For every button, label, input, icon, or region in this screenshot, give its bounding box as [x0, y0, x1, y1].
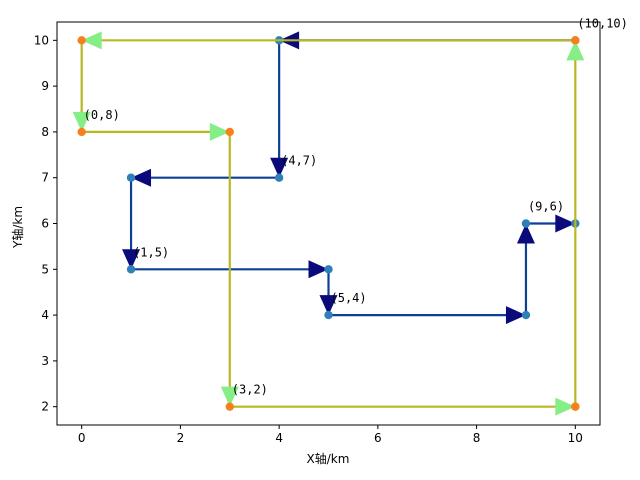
point-marker — [77, 127, 86, 137]
point-marker — [225, 402, 234, 411]
plot-area: (10,10) (0,8) (4,7) (9,6) (1,5) (5,4) (3,2) — [72, 16, 628, 416]
point-marker — [521, 219, 531, 228]
arrowhead — [209, 122, 230, 141]
point-marker — [77, 36, 86, 45]
x-tick-label: 2 — [177, 431, 185, 445]
point-marker — [126, 173, 136, 182]
point-label: (3,2) — [232, 383, 268, 397]
point-marker — [274, 173, 284, 182]
arrowhead — [555, 214, 576, 233]
x-axis-label: X轴/km — [307, 451, 350, 466]
series-1 — [72, 31, 585, 416]
point-marker — [521, 310, 531, 320]
arrowhead — [566, 40, 585, 61]
x-tick-label: 6 — [374, 431, 382, 445]
y-tick-label: 5 — [41, 262, 49, 276]
point-label: (10,10) — [577, 16, 628, 30]
arrowhead — [516, 223, 535, 244]
point-label: (0,8) — [84, 108, 120, 122]
series-0 — [122, 31, 580, 325]
point-marker — [571, 36, 580, 45]
arrowhead — [122, 249, 141, 270]
point-label: (4,7) — [281, 154, 317, 168]
y-axis-label: Y轴/km — [10, 206, 25, 249]
arrowhead — [220, 386, 239, 407]
y-tick-label: 3 — [41, 354, 49, 368]
x-tick-label: 8 — [473, 431, 481, 445]
point-label: (1,5) — [133, 245, 169, 259]
axes: 0 2 4 6 8 10 2 3 4 5 6 7 8 9 10 — [34, 21, 601, 445]
arrowhead — [505, 306, 526, 325]
y-tick-label: 4 — [41, 308, 49, 322]
point-label: (9,6) — [528, 200, 564, 214]
point-marker — [324, 310, 333, 320]
y-tick-label: 6 — [41, 217, 49, 231]
y-tick-label: 2 — [41, 400, 49, 414]
arrowhead — [72, 111, 91, 132]
point-marker — [225, 127, 234, 137]
point-marker — [571, 402, 580, 411]
y-tick-label: 8 — [41, 125, 49, 139]
arrowhead — [555, 397, 576, 416]
y-tick-label: 7 — [41, 171, 49, 185]
y-tick-label: 10 — [34, 33, 49, 47]
point-label: (5,4) — [331, 291, 367, 305]
x-tick-label: 0 — [78, 431, 86, 445]
y-tick-label: 9 — [41, 79, 49, 93]
point-marker — [324, 265, 333, 274]
arrowhead — [81, 31, 102, 50]
arrowhead — [308, 260, 329, 279]
point-marker — [126, 265, 136, 274]
x-tick-label: 10 — [568, 431, 583, 445]
arrowhead — [270, 157, 289, 178]
arrowhead — [319, 295, 338, 316]
x-tick-label: 4 — [275, 431, 283, 445]
arrowhead — [131, 168, 152, 187]
